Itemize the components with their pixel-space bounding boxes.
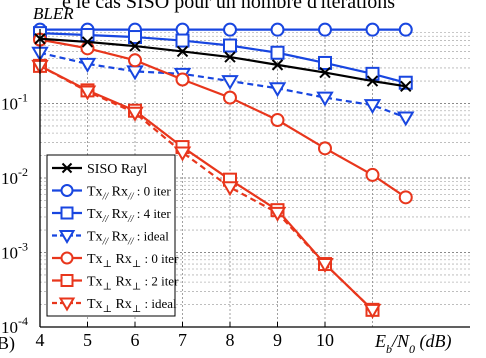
legend-entry: Tx⊥ Rx⊥ : 2 iter — [52, 274, 179, 293]
data-point-x — [319, 66, 331, 79]
data-point-x — [129, 40, 141, 52]
data-point-circle — [223, 90, 237, 105]
data-point-triangle — [363, 303, 382, 319]
legend-label: Tx// Rx// : 0 iter — [87, 184, 171, 203]
data-point-circle — [223, 22, 237, 37]
y-tick-label: 10-1 — [1, 91, 28, 114]
data-point-x-stroke — [319, 66, 331, 79]
data-point-triangle — [58, 230, 76, 244]
legend-label: Tx⊥ Rx⊥ : 2 iter — [87, 274, 179, 293]
x-tick-label: 8 — [226, 330, 235, 350]
data-point-triangle — [173, 146, 192, 162]
data-point-triangle — [316, 258, 334, 274]
x-tick-label: 10 — [316, 330, 334, 350]
data-point-circle — [398, 22, 413, 37]
data-point-square — [175, 33, 190, 48]
series-6 — [31, 59, 382, 319]
y-tick-label: 10-4 — [1, 314, 28, 337]
x-tick-label: 7 — [178, 330, 187, 350]
legend-entry: Tx⊥ Rx⊥ : ideal — [52, 296, 177, 315]
x-tick-label: 5 — [83, 330, 92, 350]
legend-label: Tx⊥ Rx⊥ : 0 iter — [87, 251, 179, 270]
data-point-x — [400, 80, 412, 93]
data-point-circle — [318, 22, 332, 37]
x-tick-label: 9 — [273, 330, 282, 350]
y-axis-label: BLER — [33, 4, 74, 23]
data-point-square — [80, 28, 95, 43]
data-point-square — [128, 30, 142, 45]
series-lines — [31, 22, 415, 319]
data-point-x-stroke — [366, 75, 379, 87]
data-point-x — [81, 36, 94, 48]
data-point-circle — [60, 184, 74, 197]
y-tick-label: 10-3 — [1, 240, 28, 263]
series-line — [39, 64, 374, 311]
legend-entry: Tx// Rx// : ideal — [52, 229, 169, 248]
legend-label: Tx⊥ Rx⊥ : ideal — [87, 296, 177, 315]
series-0 — [34, 33, 412, 93]
data-point-circle — [318, 141, 332, 156]
data-point-x — [366, 75, 379, 87]
legend-entry: Tx// Rx// : 0 iter — [52, 184, 171, 203]
data-point-square — [270, 45, 285, 60]
data-point-triangle — [78, 57, 97, 73]
data-point-triangle — [126, 106, 144, 122]
data-point-circle — [365, 22, 380, 37]
data-point-triangle — [363, 99, 382, 115]
data-point-triangle — [221, 75, 239, 91]
series-line — [39, 64, 374, 311]
data-point-x-stroke — [176, 45, 189, 58]
data-point-x-stroke — [81, 36, 94, 48]
y-tick-label: 10-2 — [1, 165, 28, 188]
data-point-x — [271, 59, 284, 71]
data-point-x — [61, 162, 73, 174]
data-point-triangle — [58, 297, 76, 312]
data-point-circle — [175, 72, 190, 87]
data-point-square — [60, 206, 74, 220]
data-point-circle — [60, 251, 74, 265]
legend-label: Tx// Rx// : ideal — [87, 229, 169, 248]
data-point-circle — [270, 22, 285, 37]
data-point-triangle — [397, 111, 415, 127]
x-axis-label: Eb/N0 (dB) — [374, 331, 452, 356]
data-point-x-stroke — [61, 162, 73, 174]
data-point-triangle — [268, 82, 287, 98]
legend: SISO Rayl Tx// Rx// : 0 iter Tx// Rx// : 4… — [46, 154, 179, 317]
data-point-x-stroke — [129, 40, 141, 52]
data-point-square — [223, 38, 237, 53]
legend-label: Tx// Rx// : 4 iter — [87, 206, 171, 225]
data-point-x-stroke — [400, 80, 412, 93]
axes: 4 5 6 7 8 9 10 10-1 10-2 10-3 10-4 BLER Eb/N0 (dB) — [1, 4, 470, 356]
clipped-left-label: B) — [0, 333, 15, 353]
data-point-x — [176, 45, 189, 58]
x-tick-label: 4 — [36, 330, 45, 350]
data-point-circle — [128, 53, 142, 68]
data-point-triangle — [221, 181, 239, 197]
data-point-triangle — [78, 85, 97, 101]
data-point-square — [318, 55, 332, 70]
data-point-x-stroke — [224, 51, 236, 63]
legend-label: SISO Rayl — [87, 162, 147, 177]
data-point-circle — [270, 113, 285, 128]
data-point-circle — [80, 41, 95, 56]
series-line — [39, 51, 407, 119]
data-point-square — [60, 274, 74, 287]
data-point-circle — [365, 167, 380, 182]
legend-entry: Tx⊥ Rx⊥ : 0 iter — [52, 251, 179, 270]
data-point-circle — [398, 190, 413, 205]
x-tick-label: 6 — [131, 330, 140, 350]
legend-entry: SISO Rayl — [52, 162, 147, 177]
data-point-triangle — [316, 91, 334, 107]
legend-entry: Tx// Rx// : 4 iter — [52, 206, 171, 225]
clipped-document-line: e le cas SISO pour un nombre d'itération… — [62, 0, 395, 13]
data-point-triangle — [268, 206, 287, 222]
data-point-x-stroke — [271, 59, 284, 71]
data-point-x — [224, 51, 236, 63]
